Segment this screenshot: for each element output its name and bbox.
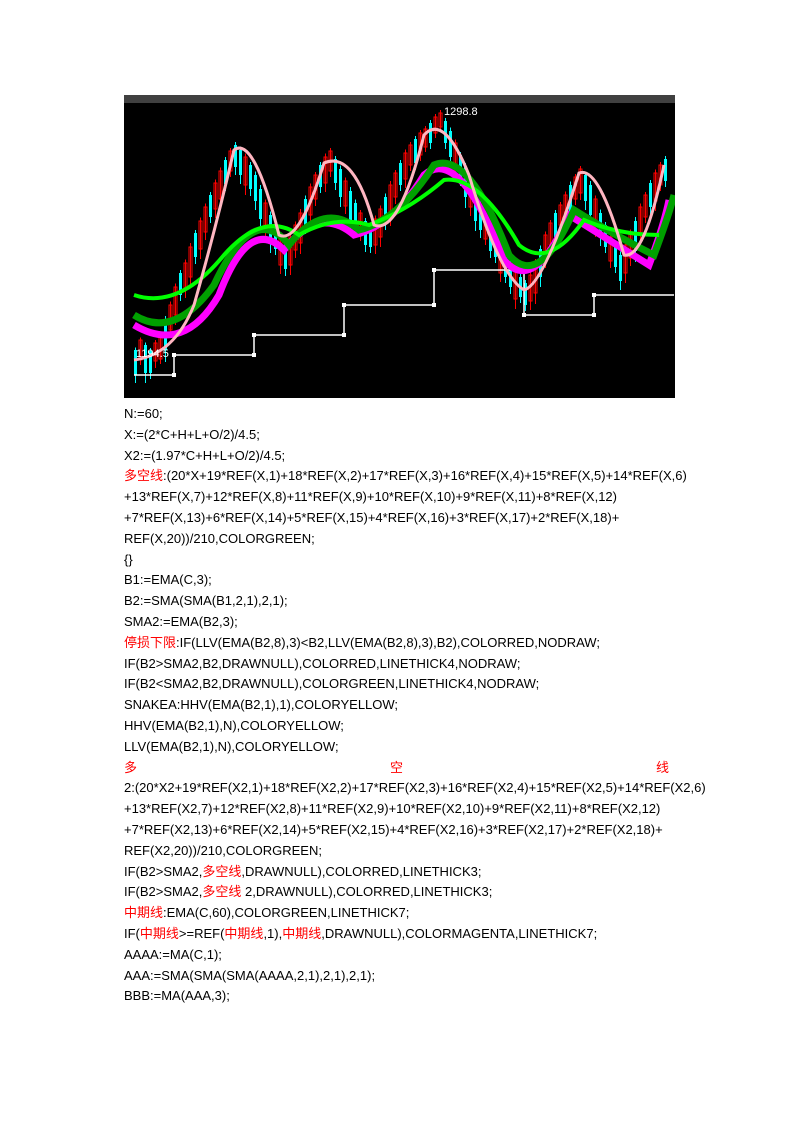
code-line: N:=60; [124, 404, 669, 425]
svg-text:1298.8: 1298.8 [444, 106, 478, 118]
code-line: AAAA:=MA(C,1); [124, 945, 669, 966]
svg-text:1194.5: 1194.5 [136, 348, 169, 360]
code-block: N:=60;X:=(2*C+H+L+O/2)/4.5;X2:=(1.97*C+H… [124, 404, 669, 1007]
code-line: X:=(2*C+H+L+O/2)/4.5; [124, 425, 669, 446]
code-line: {} [124, 550, 669, 571]
code-line: IF(B2>SMA2,B2,DRAWNULL),COLORRED,LINETHI… [124, 654, 669, 675]
code-line: REF(X2,20))/210,COLORGREEN; [124, 841, 669, 862]
stock-chart: 1298.8 1194.5 [124, 95, 675, 398]
code-line: HHV(EMA(B2,1),N),COLORYELLOW; [124, 716, 669, 737]
code-line: IF(B2>SMA2,多空线 2,DRAWNULL),COLORRED,LINE… [124, 882, 669, 903]
code-line: 中期线:EMA(C,60),COLORGREEN,LINETHICK7; [124, 903, 669, 924]
code-line: 多空线:(20*X+19*REF(X,1)+18*REF(X,2)+17*REF… [124, 466, 669, 487]
code-line: REF(X,20))/210,COLORGREEN; [124, 529, 669, 550]
code-line: 停损下限:IF(LLV(EMA(B2,8),3)<B2,LLV(EMA(B2,8… [124, 633, 669, 654]
chart-svg: 1298.8 1194.5 [124, 95, 675, 398]
code-line: SNAKEA:HHV(EMA(B2,1),1),COLORYELLOW; [124, 695, 669, 716]
code-line: +7*REF(X,13)+6*REF(X,14)+5*REF(X,15)+4*R… [124, 508, 669, 529]
code-line: AAA:=SMA(SMA(SMA(AAAA,2,1),2,1),2,1); [124, 966, 669, 987]
code-line: B2:=SMA(SMA(B1,2,1),2,1); [124, 591, 669, 612]
code-line: IF(中期线>=REF(中期线,1),中期线,DRAWNULL),COLORMA… [124, 924, 669, 945]
code-line: SMA2:=EMA(B2,3); [124, 612, 669, 633]
code-line: IF(B2<SMA2,B2,DRAWNULL),COLORGREEN,LINET… [124, 674, 669, 695]
code-line: BBB:=MA(AAA,3); [124, 986, 669, 1007]
code-line: LLV(EMA(B2,1),N),COLORYELLOW; [124, 737, 669, 758]
code-line: 2:(20*X2+19*REF(X2,1)+18*REF(X2,2)+17*RE… [124, 778, 669, 799]
code-line: +13*REF(X,7)+12*REF(X,8)+11*REF(X,9)+10*… [124, 487, 669, 508]
code-line: 多 空 线 [124, 758, 669, 779]
code-line: +7*REF(X2,13)+6*REF(X2,14)+5*REF(X2,15)+… [124, 820, 669, 841]
code-line: X2:=(1.97*C+H+L+O/2)/4.5; [124, 446, 669, 467]
code-line: B1:=EMA(C,3); [124, 570, 669, 591]
code-line: IF(B2>SMA2,多空线,DRAWNULL),COLORRED,LINETH… [124, 862, 669, 883]
code-line: +13*REF(X2,7)+12*REF(X2,8)+11*REF(X2,9)+… [124, 799, 669, 820]
